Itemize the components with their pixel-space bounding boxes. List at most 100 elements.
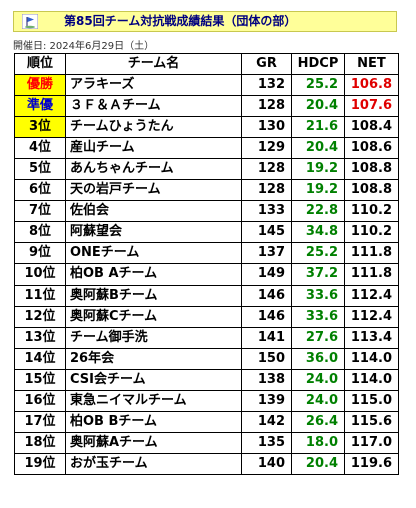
- gr-cell: 129: [241, 137, 292, 160]
- rank-cell: 16位: [14, 389, 66, 412]
- rank-cell: 15位: [14, 368, 66, 391]
- gr-cell: 128: [241, 179, 292, 202]
- net-cell: 110.2: [344, 200, 399, 223]
- gr-cell: 138: [241, 368, 292, 391]
- hdcp-cell: 24.0: [291, 368, 345, 391]
- net-cell: 117.0: [344, 431, 399, 454]
- gr-cell: 130: [241, 116, 292, 139]
- table-row: 18位 奥阿蘇Aチーム 135 18.0 117.0: [14, 431, 399, 454]
- team-cell: 東急ニイマルチーム: [65, 389, 242, 412]
- rank-cell: 12位: [14, 305, 66, 328]
- hdcp-cell: 36.0: [291, 347, 345, 370]
- header-rank: 順位: [14, 52, 66, 76]
- net-cell: 107.6: [344, 95, 399, 118]
- title-bar: 第85回チーム対抗戦成績結果（団体の部）: [13, 11, 397, 32]
- team-cell: 産山チーム: [65, 137, 242, 160]
- table-row: 17位 柏OB Bチーム 142 26.4 115.6: [14, 410, 399, 433]
- hdcp-cell: 34.8: [291, 221, 345, 244]
- gr-cell: 145: [241, 221, 292, 244]
- rank-cell: 6位: [14, 179, 66, 202]
- net-cell: 114.0: [344, 347, 399, 370]
- rank-cell: 9位: [14, 242, 66, 265]
- team-cell: ３Ｆ＆Ａチーム: [65, 95, 242, 118]
- results-table: 順位 チーム名 GR HDCP NET 優勝 アラキーズ 132 25.2 106.8 準…: [14, 52, 399, 475]
- net-cell: 108.8: [344, 179, 399, 202]
- table-row: 優勝 アラキーズ 132 25.2 106.8: [14, 74, 399, 97]
- rank-cell: 準優: [14, 95, 66, 118]
- table-row: 19位 おが玉チーム 140 20.4 119.6: [14, 452, 399, 475]
- net-cell: 108.6: [344, 137, 399, 160]
- gr-cell: 140: [241, 452, 292, 475]
- team-cell: チーム御手洗: [65, 326, 242, 349]
- table-row: 6位 天の岩戸チーム 128 19.2 108.8: [14, 179, 399, 202]
- team-cell: CSI会チーム: [65, 368, 242, 391]
- header-gr: GR: [241, 52, 292, 76]
- net-cell: 114.0: [344, 368, 399, 391]
- table-row: 4位 産山チーム 129 20.4 108.6: [14, 137, 399, 160]
- table-row: 12位 奥阿蘇Cチーム 146 33.6 112.4: [14, 305, 399, 328]
- rank-cell: 7位: [14, 200, 66, 223]
- net-cell: 106.8: [344, 74, 399, 97]
- net-cell: 112.4: [344, 305, 399, 328]
- flag-icon: [22, 14, 38, 29]
- header-row: 順位 チーム名 GR HDCP NET: [14, 52, 399, 76]
- table-row: 9位 ONEチーム 137 25.2 111.8: [14, 242, 399, 265]
- hdcp-cell: 19.2: [291, 158, 345, 181]
- rank-cell: 19位: [14, 452, 66, 475]
- team-cell: 柏OB Aチーム: [65, 263, 242, 286]
- gr-cell: 135: [241, 431, 292, 454]
- rank-cell: 17位: [14, 410, 66, 433]
- hdcp-cell: 19.2: [291, 179, 345, 202]
- hdcp-cell: 18.0: [291, 431, 345, 454]
- gr-cell: 128: [241, 158, 292, 181]
- page-title: 第85回チーム対抗戦成績結果（団体の部）: [64, 14, 297, 28]
- hdcp-cell: 33.6: [291, 305, 345, 328]
- net-cell: 108.4: [344, 116, 399, 139]
- gr-cell: 150: [241, 347, 292, 370]
- gr-cell: 128: [241, 95, 292, 118]
- rank-cell: 18位: [14, 431, 66, 454]
- header-net: NET: [344, 52, 399, 76]
- hdcp-cell: 37.2: [291, 263, 345, 286]
- gr-cell: 137: [241, 242, 292, 265]
- net-cell: 115.6: [344, 410, 399, 433]
- team-cell: 奥阿蘇Bチーム: [65, 284, 242, 307]
- rank-cell: 10位: [14, 263, 66, 286]
- rank-cell: 5位: [14, 158, 66, 181]
- team-cell: 26年会: [65, 347, 242, 370]
- gr-cell: 141: [241, 326, 292, 349]
- table-row: 8位 阿蘇望会 145 34.8 110.2: [14, 221, 399, 244]
- hdcp-cell: 20.4: [291, 95, 345, 118]
- table-row: 15位 CSI会チーム 138 24.0 114.0: [14, 368, 399, 391]
- hdcp-cell: 24.0: [291, 389, 345, 412]
- table-row: 16位 東急ニイマルチーム 139 24.0 115.0: [14, 389, 399, 412]
- gr-cell: 132: [241, 74, 292, 97]
- header-team: チーム名: [65, 52, 242, 76]
- team-cell: アラキーズ: [65, 74, 242, 97]
- hdcp-cell: 25.2: [291, 74, 345, 97]
- rank-cell: 14位: [14, 347, 66, 370]
- table-row: 13位 チーム御手洗 141 27.6 113.4: [14, 326, 399, 349]
- gr-cell: 142: [241, 410, 292, 433]
- rank-cell: 3位: [14, 116, 66, 139]
- table-row: 11位 奥阿蘇Bチーム 146 33.6 112.4: [14, 284, 399, 307]
- net-cell: 110.2: [344, 221, 399, 244]
- hdcp-cell: 26.4: [291, 410, 345, 433]
- net-cell: 115.0: [344, 389, 399, 412]
- gr-cell: 133: [241, 200, 292, 223]
- rank-cell: 4位: [14, 137, 66, 160]
- table-row: 準優 ３Ｆ＆Ａチーム 128 20.4 107.6: [14, 95, 399, 118]
- team-cell: チームひょうたん: [65, 116, 242, 139]
- gr-cell: 146: [241, 284, 292, 307]
- net-cell: 119.6: [344, 452, 399, 475]
- net-cell: 112.4: [344, 284, 399, 307]
- hdcp-cell: 22.8: [291, 200, 345, 223]
- net-cell: 111.8: [344, 242, 399, 265]
- header-hdcp: HDCP: [291, 52, 345, 76]
- event-date: 開催日: 2024年6月29日（土）: [13, 41, 155, 52]
- rank-cell: 13位: [14, 326, 66, 349]
- table-row: 14位 26年会 150 36.0 114.0: [14, 347, 399, 370]
- team-cell: ONEチーム: [65, 242, 242, 265]
- rank-cell: 11位: [14, 284, 66, 307]
- hdcp-cell: 20.4: [291, 452, 345, 475]
